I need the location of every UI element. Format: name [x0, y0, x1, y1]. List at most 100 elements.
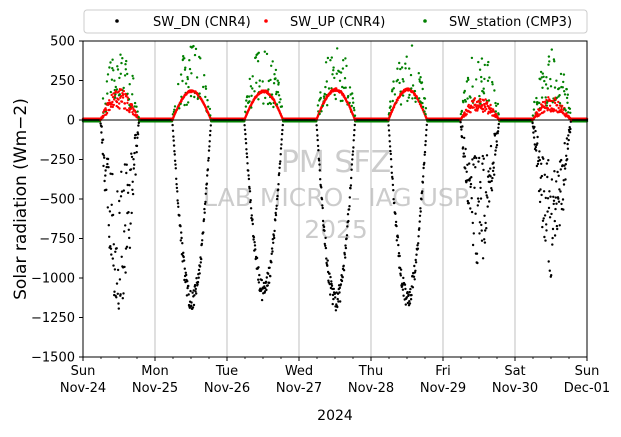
- sw-dn-point: [104, 169, 107, 172]
- sw-station-point: [538, 101, 541, 105]
- sw-dn-point: [464, 147, 467, 151]
- sw-station-point: [411, 84, 415, 87]
- sw-up-point: [120, 100, 124, 103]
- sw-dn-point: [275, 207, 278, 210]
- sw-station-point: [488, 76, 491, 79]
- sw-dn-point: [133, 136, 137, 140]
- sw-dn-point: [251, 218, 254, 221]
- sw-dn-point: [485, 227, 488, 230]
- sw-station-point: [246, 95, 249, 98]
- sw-dn-point: [106, 157, 110, 161]
- y-tick-label: 250: [50, 74, 75, 89]
- sw-dn-point: [394, 212, 397, 215]
- sw-station-point: [274, 68, 278, 72]
- y-tick-label: −750: [39, 232, 75, 247]
- sw-dn-point: [108, 210, 112, 213]
- sw-station-point: [119, 53, 122, 56]
- sw-station-point: [258, 85, 261, 88]
- sw-station-point: [462, 101, 465, 104]
- sw-dn-point: [473, 155, 477, 158]
- sw-dn-point: [406, 301, 410, 305]
- sw-dn-point: [273, 236, 276, 240]
- sw-dn-point: [326, 259, 329, 262]
- sw-dn-point: [274, 211, 277, 215]
- sw-station-point: [276, 91, 280, 94]
- sw-dn-point: [401, 288, 405, 291]
- sw-station-point: [320, 110, 323, 113]
- sw-station-point: [316, 104, 320, 107]
- sw-station-point: [183, 103, 186, 107]
- sw-up-point: [128, 110, 131, 114]
- sw-dn-point: [337, 300, 340, 303]
- sw-dn-point: [111, 213, 115, 217]
- sw-dn-point: [125, 171, 128, 175]
- sw-dn-point: [487, 170, 490, 173]
- sw-dn-point: [192, 303, 196, 307]
- sw-station-point: [396, 67, 399, 70]
- sw-up-point: [123, 102, 127, 105]
- sw-dn-point: [245, 152, 248, 155]
- sw-station-point: [261, 80, 264, 83]
- sw-dn-point: [127, 228, 130, 231]
- sw-dn-point: [568, 126, 571, 129]
- sw-dn-point: [330, 284, 334, 287]
- sw-station-point: [389, 100, 392, 103]
- sw-station-point: [338, 79, 342, 83]
- sw-station-point: [421, 105, 425, 109]
- sw-dn-point: [208, 134, 212, 137]
- sw-dn-point: [417, 242, 420, 245]
- sw-dn-point: [268, 281, 271, 284]
- sw-station-point: [179, 102, 182, 106]
- sw-dn-point: [551, 236, 554, 240]
- sw-station-point: [544, 83, 548, 86]
- sw-dn-point: [565, 137, 569, 140]
- sw-dn-point: [413, 278, 416, 281]
- sw-dn-point: [566, 158, 569, 161]
- sw-up-point: [557, 100, 560, 104]
- sw-station-point: [325, 80, 328, 83]
- sw-station-point: [483, 63, 486, 67]
- sw-dn-point: [537, 156, 540, 159]
- sw-dn-point: [134, 133, 138, 137]
- sw-station-point: [188, 67, 192, 71]
- sw-dn-point: [477, 160, 480, 163]
- sw-dn-point: [243, 124, 246, 127]
- sw-dn-point: [132, 158, 135, 161]
- sw-dn-point: [403, 283, 407, 286]
- x-axis-ticks: Sun Nov-24 Mon Nov-25 Tue Nov-26 Wed Nov-27 Thu N…: [60, 357, 610, 396]
- sw-up-point: [490, 107, 493, 110]
- sw-dn-point: [346, 225, 349, 228]
- sw-dn-point: [423, 153, 426, 156]
- sw-dn-point: [122, 189, 126, 192]
- sw-station-point: [336, 47, 339, 50]
- sw-up-point: [546, 107, 550, 110]
- sw-dn-point: [330, 280, 333, 283]
- sw-dn-point: [555, 180, 558, 183]
- x-tick-date: Nov-28: [348, 381, 394, 396]
- sw-dn-point: [333, 292, 336, 296]
- sw-dn-point: [557, 200, 561, 203]
- sw-dn-point: [563, 164, 566, 167]
- sw-dn-point: [488, 180, 492, 184]
- sw-up-point: [131, 111, 134, 114]
- sw-dn-point: [404, 287, 407, 291]
- sw-dn-point: [471, 243, 475, 247]
- sw-station-point: [122, 86, 125, 90]
- sw-dn-point: [405, 296, 408, 299]
- sw-station-point: [207, 105, 210, 108]
- sw-station-point: [269, 78, 272, 82]
- sw-dn-point: [387, 124, 390, 127]
- sw-dn-point: [539, 176, 542, 179]
- sw-station-point: [334, 97, 337, 101]
- sw-dn-point: [317, 149, 320, 152]
- sw-dn-point: [389, 149, 392, 153]
- sw-dn-point: [540, 174, 544, 178]
- sw-dn-point: [418, 214, 422, 217]
- sw-dn-point: [348, 196, 351, 199]
- sw-dn-point: [260, 278, 263, 282]
- sw-dn-point: [566, 147, 570, 150]
- sw-dn-point: [533, 143, 536, 146]
- y-tick-label: −500: [39, 193, 75, 208]
- sw-station-point: [333, 76, 336, 80]
- sw-station-point: [257, 51, 260, 54]
